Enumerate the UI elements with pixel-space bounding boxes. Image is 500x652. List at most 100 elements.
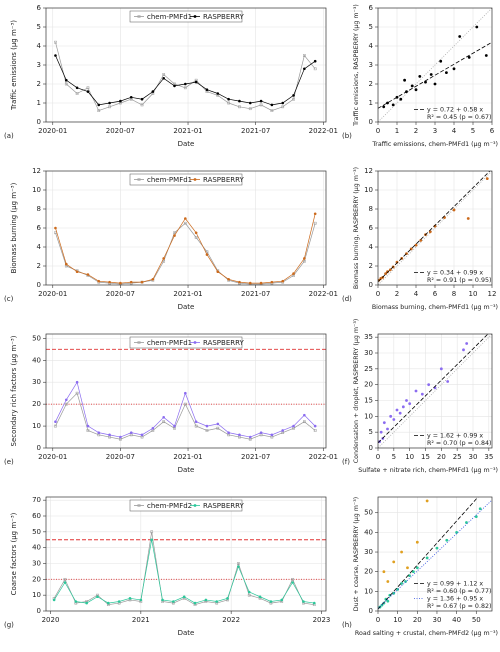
x-tick-label: 35 [484,453,493,461]
point [107,601,110,605]
point [183,402,187,406]
plot-frame [377,7,493,123]
point [54,54,57,57]
y-tick-label: 40 [364,528,373,536]
y-tick-label: 35 [364,333,373,341]
point [303,67,306,71]
point [75,86,79,90]
fit-line [378,171,491,283]
point [204,598,208,602]
x-tick-label: 30 [433,616,442,624]
legend-swatch [193,504,197,507]
x-tick-label: 1 [395,127,399,135]
point [458,35,462,38]
point [386,101,389,105]
y-tick-label: 60 [32,512,41,520]
point [466,217,470,220]
point [184,217,187,220]
panel-label: (a) [4,132,14,140]
point [237,565,240,568]
plot-frame [45,333,327,449]
y-tick-label: 1 [369,99,373,107]
point [303,259,306,263]
legend-swatch [193,341,197,344]
x-axis-label: Road salting + crustal, chem-PMFd2 (µg m… [355,630,498,637]
panel: 0 1 2 3 4 5 6 0 1 2 3 4 5 6 y = 0.72 + 0.58 xR² = 0.45… [342,4,498,148]
point [475,25,479,29]
point [64,78,68,82]
point [414,88,418,92]
point [386,580,390,583]
point [281,279,285,283]
fit-equation: y = 1.36 + 0.95 x [427,596,483,603]
x-tick-label: 2021-01 [173,290,202,298]
point [129,431,133,434]
plot-frame [45,170,327,286]
x-tick-label: 3 [433,127,437,135]
point [63,581,67,584]
point [292,97,295,101]
point [86,424,90,428]
panel: 2020-01 2020-07 2021-01 2021-07 2022-01 0 10 20… [4,333,338,474]
point [183,221,187,225]
point [54,424,57,428]
legend-box [129,336,243,349]
y-tick-label: 0 [369,444,373,452]
point [140,97,144,101]
x-tick-label: 2021-01 [173,127,202,135]
point [439,59,443,63]
x-tick-label: 2021-07 [241,127,270,135]
plot-frame [45,7,327,123]
point [139,598,143,602]
point [247,593,251,597]
point [151,90,155,93]
point [303,257,306,260]
fit-r2: R² = 0.91 (p = 0.95) [427,277,491,284]
point [403,78,406,82]
point [429,73,433,76]
panel-label: (h) [342,621,352,629]
fit-equation: y = 0.34 + 0.99 x [427,270,483,277]
y-tick-label: 20 [364,381,373,389]
y-axis-label: Condensation + droplet, RASPBERRY (µg m⁻… [353,319,360,464]
legend-box [129,10,243,23]
y-tick-label: 70 [32,496,41,504]
point [313,424,317,428]
point [238,433,241,437]
point [54,420,57,423]
y-tick-label: 40 [32,544,41,552]
fit-r2: R² = 0.45 (p = 0.67) [427,114,491,121]
point [63,577,67,581]
point [420,392,424,396]
x-tick-label: 2022-01 [309,127,338,135]
y-tick-label: 30 [364,548,373,556]
point [173,234,176,237]
legend-swatch [193,178,197,181]
point [205,429,209,432]
plot-area [378,497,492,611]
y-tick-label: 15 [364,397,373,405]
point [248,107,252,111]
x-tick-label: 8 [452,290,456,298]
point [389,414,393,418]
point [313,429,317,432]
y-tick-label: 50 [364,509,373,517]
plot-area [46,334,326,448]
point [86,90,90,93]
point [386,427,389,431]
plot-background [46,497,326,611]
point [425,556,429,560]
y-axis-label: Biomass burning (µg m⁻³) [10,182,18,273]
point [414,389,418,393]
x-tick-label: 0 [376,127,380,135]
fit-equation: y = 0.72 + 0.58 x [427,107,483,114]
point [184,391,187,395]
point [151,426,155,430]
point [216,422,220,426]
point [161,598,164,602]
legend-label: chem-PMFd1 [147,13,192,21]
plot-area [378,171,492,285]
point [151,278,155,281]
x-tick-label: 2020-01 [38,453,67,461]
point [227,101,230,105]
